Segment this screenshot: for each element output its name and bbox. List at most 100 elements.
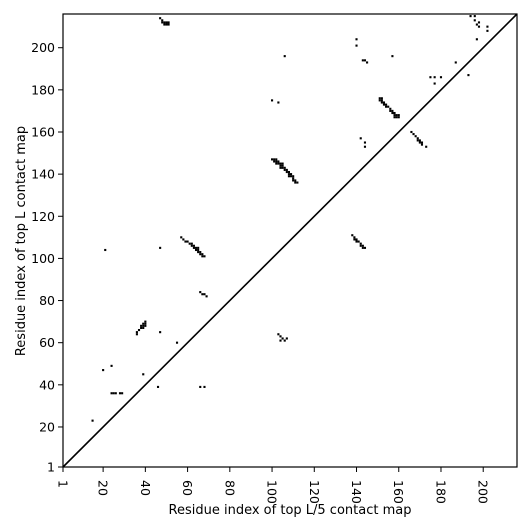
contact-point-top-l5 xyxy=(281,164,284,167)
contact-point-top-l5 xyxy=(439,76,443,79)
contact-point-top-l xyxy=(144,320,147,323)
contact-point-top-l xyxy=(167,21,170,24)
x-tick-label: 80 xyxy=(222,480,237,496)
x-tick-label: 180 xyxy=(433,480,448,504)
contact-point-top-l xyxy=(197,246,200,249)
contact-point-top-l xyxy=(112,392,115,395)
contact-point-top-l5 xyxy=(418,139,421,142)
contact-point-top-l5 xyxy=(420,141,424,144)
contact-point-top-l5 xyxy=(418,141,421,144)
contact-point-top-l5 xyxy=(467,74,470,77)
contact-point-top-l5 xyxy=(433,76,436,79)
contact-point-top-l xyxy=(201,253,204,256)
contact-point-top-l xyxy=(180,236,183,239)
contact-point-top-l xyxy=(165,23,168,26)
contact-point-top-l xyxy=(283,55,286,58)
contact-point-top-l5 xyxy=(294,179,297,182)
contact-point-top-l xyxy=(142,373,145,376)
contact-point-top-l xyxy=(199,291,202,294)
y-tick-label: 20 xyxy=(39,419,55,434)
contact-point-top-l xyxy=(142,326,145,329)
contact-point-top-l xyxy=(199,385,202,388)
x-tick-label: 60 xyxy=(180,480,195,496)
contact-point-top-l5 xyxy=(355,44,358,47)
contact-point-top-l5 xyxy=(355,238,358,241)
contact-point-top-l5 xyxy=(454,61,457,64)
contact-point-top-l5 xyxy=(275,158,278,161)
contact-point-top-l xyxy=(190,244,193,247)
contact-point-top-l xyxy=(159,331,162,334)
contact-point-top-l xyxy=(194,248,198,252)
contact-point-top-l5 xyxy=(475,38,478,41)
contact-point-top-l5 xyxy=(475,23,478,26)
contact-point-top-l5 xyxy=(380,97,383,100)
contact-point-top-l5 xyxy=(382,101,386,104)
y-tick-label: 160 xyxy=(31,124,55,139)
x-tick-label: 140 xyxy=(349,480,364,504)
contact-point-top-l5 xyxy=(391,111,394,115)
contact-point-top-l5 xyxy=(290,175,293,178)
plot-frame xyxy=(62,13,518,468)
contact-point-top-l5 xyxy=(393,116,396,119)
contact-point-top-l xyxy=(197,248,200,252)
contact-point-top-l xyxy=(186,240,189,243)
contact-point-top-l5 xyxy=(279,166,282,169)
contact-point-top-l5 xyxy=(389,109,392,112)
contact-point-top-l5 xyxy=(277,160,280,163)
contact-point-top-l5 xyxy=(397,116,400,119)
contact-point-top-l xyxy=(135,333,138,336)
contact-point-top-l xyxy=(114,392,117,395)
contact-point-top-l5 xyxy=(410,130,413,134)
contact-point-top-l5 xyxy=(271,99,274,102)
contact-point-top-l5 xyxy=(353,238,356,241)
contact-point-top-l5 xyxy=(420,143,424,146)
diagonal-line xyxy=(62,13,518,468)
contact-point-top-l xyxy=(156,385,160,388)
contact-point-top-l5 xyxy=(279,335,282,338)
contact-point-top-l5 xyxy=(294,181,297,184)
contact-point-top-l xyxy=(190,242,193,245)
x-tick-label: 40 xyxy=(138,480,153,496)
contact-points-layer xyxy=(91,15,489,422)
contact-point-top-l5 xyxy=(414,135,417,138)
contact-point-top-l5 xyxy=(391,55,394,58)
contact-point-top-l5 xyxy=(279,162,282,165)
contact-point-top-l5 xyxy=(283,339,286,342)
y-tick-label: 40 xyxy=(39,377,55,392)
contact-point-top-l xyxy=(167,23,170,26)
contact-point-top-l xyxy=(159,17,162,20)
contact-point-top-l xyxy=(161,21,164,24)
contact-point-top-l5 xyxy=(380,99,383,102)
contact-point-top-l5 xyxy=(359,242,362,245)
contact-point-top-l xyxy=(159,246,162,249)
contact-point-top-l5 xyxy=(382,103,386,106)
contact-point-top-l5 xyxy=(395,114,398,117)
contact-point-top-l5 xyxy=(416,137,419,140)
contact-point-top-l5 xyxy=(477,25,481,28)
contact-point-top-l5 xyxy=(283,168,286,171)
contact-point-top-l xyxy=(203,385,206,388)
contact-point-top-l5 xyxy=(361,59,364,62)
contact-point-top-l5 xyxy=(477,21,481,24)
contact-point-top-l xyxy=(175,341,179,344)
contact-point-top-l5 xyxy=(486,25,489,28)
contact-point-top-l5 xyxy=(385,105,388,108)
contact-point-top-l xyxy=(102,369,105,372)
contact-point-top-l5 xyxy=(285,168,288,171)
y-tick-label: 140 xyxy=(31,167,55,182)
contact-point-top-l5 xyxy=(378,99,381,102)
contact-point-top-l5 xyxy=(281,337,284,340)
contact-point-top-l xyxy=(184,240,187,243)
contact-point-top-l5 xyxy=(387,105,390,108)
contact-point-top-l5 xyxy=(361,246,364,249)
contact-point-top-l5 xyxy=(393,111,396,115)
contact-point-top-l5 xyxy=(469,15,472,18)
contact-point-top-l5 xyxy=(351,234,354,237)
contact-point-top-l5 xyxy=(385,103,388,106)
y-tick-label: 120 xyxy=(31,209,55,224)
contact-point-top-l5 xyxy=(277,333,280,336)
contact-point-top-l xyxy=(192,246,195,249)
contact-point-top-l xyxy=(91,419,94,422)
contact-point-top-l5 xyxy=(281,166,284,169)
